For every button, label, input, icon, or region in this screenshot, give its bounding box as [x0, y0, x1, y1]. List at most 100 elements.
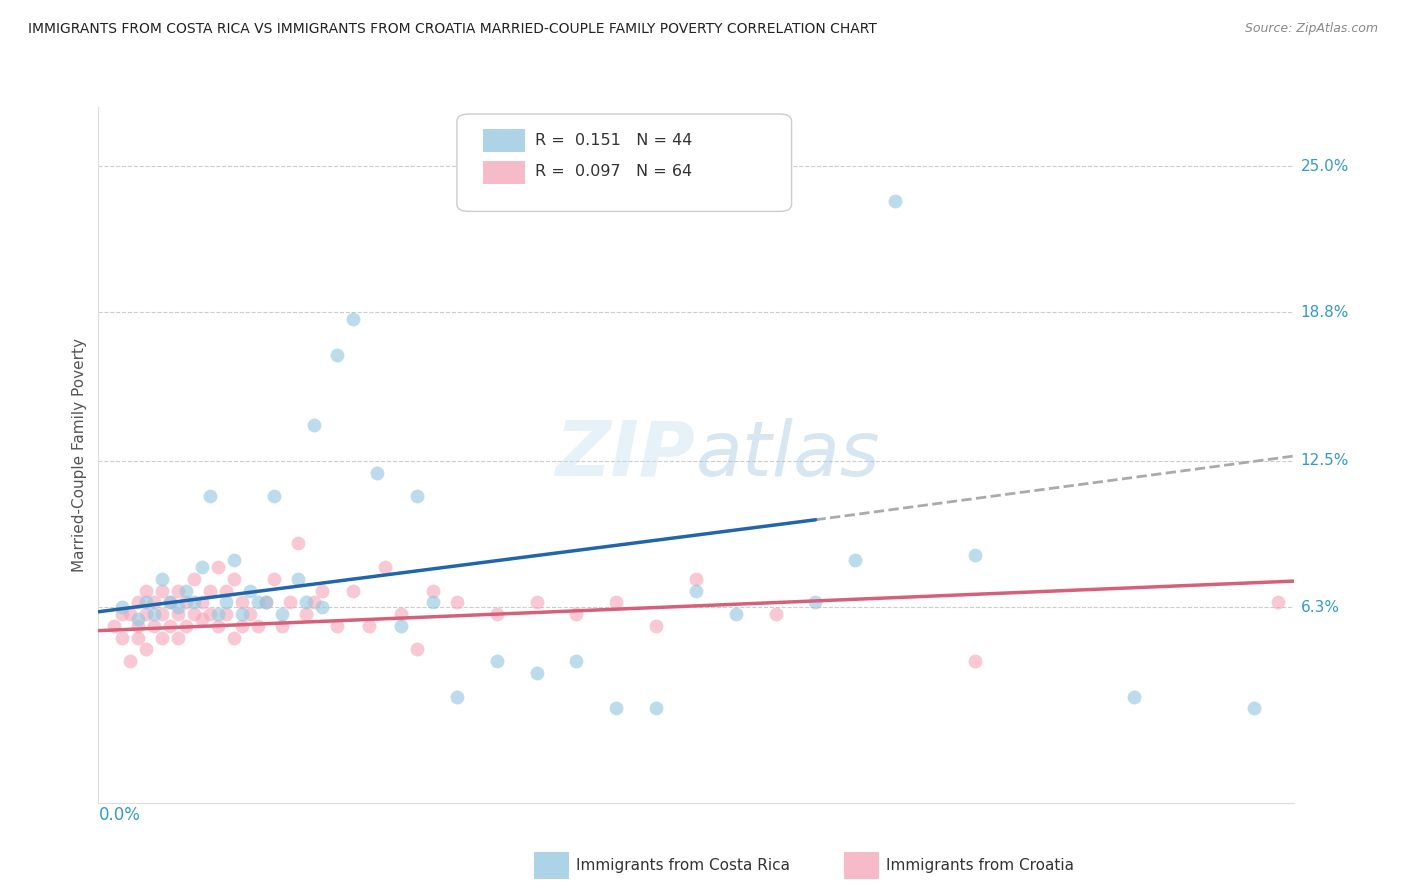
Point [215, 595, 238, 609]
Point [150, 583, 173, 598]
Point [422, 595, 444, 609]
Point [111, 600, 134, 615]
Point [159, 595, 181, 609]
Point [111, 607, 134, 621]
Point [804, 595, 827, 609]
Point [302, 595, 325, 609]
Text: 6.3%: 6.3% [1301, 599, 1340, 615]
Point [222, 553, 245, 567]
Point [1267, 595, 1289, 609]
Point [231, 595, 253, 609]
Point [287, 572, 309, 586]
Point [143, 619, 166, 633]
Point [605, 595, 627, 609]
Point [183, 572, 205, 586]
Point [406, 642, 429, 657]
Point [174, 595, 197, 609]
Y-axis label: Married-Couple Family Poverty: Married-Couple Family Poverty [72, 338, 87, 572]
Point [359, 619, 381, 633]
Point [685, 572, 707, 586]
Point [111, 631, 134, 645]
Point [765, 607, 787, 621]
Text: Immigrants from Costa Rica: Immigrants from Costa Rica [576, 858, 790, 872]
Point [278, 595, 301, 609]
Point [605, 701, 627, 715]
Point [263, 489, 285, 503]
Point [446, 595, 468, 609]
Point [685, 583, 707, 598]
Point [963, 548, 986, 562]
Point [167, 583, 190, 598]
Point [366, 466, 388, 480]
Point [222, 572, 245, 586]
Text: 12.5%: 12.5% [1301, 453, 1348, 468]
Point [326, 619, 349, 633]
Text: R =  0.151   N = 44: R = 0.151 N = 44 [534, 133, 692, 148]
Point [127, 631, 149, 645]
Point [302, 418, 325, 433]
Text: Immigrants from Croatia: Immigrants from Croatia [886, 858, 1074, 872]
Point [294, 607, 316, 621]
Point [884, 194, 907, 209]
Point [135, 583, 157, 598]
Point [174, 583, 197, 598]
Point [120, 654, 142, 668]
Point [135, 607, 157, 621]
Point [127, 619, 149, 633]
Point [254, 595, 277, 609]
Point [239, 583, 262, 598]
Point [406, 489, 429, 503]
Point [150, 572, 173, 586]
Point [342, 583, 364, 598]
Point [446, 690, 468, 704]
Point [246, 619, 269, 633]
Text: 18.8%: 18.8% [1301, 305, 1348, 319]
Point [127, 595, 149, 609]
FancyBboxPatch shape [484, 161, 524, 184]
Point [143, 595, 166, 609]
Point [103, 619, 125, 633]
FancyBboxPatch shape [484, 129, 524, 153]
Point [231, 607, 253, 621]
FancyBboxPatch shape [457, 114, 792, 211]
Point [222, 631, 245, 645]
Point [135, 642, 157, 657]
Text: 25.0%: 25.0% [1301, 159, 1348, 174]
Point [167, 600, 190, 615]
Point [526, 666, 548, 681]
Point [207, 560, 229, 574]
Text: 0.0%: 0.0% [98, 806, 141, 824]
Text: Source: ZipAtlas.com: Source: ZipAtlas.com [1244, 22, 1378, 36]
Point [246, 595, 269, 609]
Point [159, 595, 181, 609]
Point [198, 607, 221, 621]
Point [374, 560, 396, 574]
Point [215, 607, 238, 621]
Point [150, 607, 173, 621]
Point [263, 572, 285, 586]
Point [294, 595, 316, 609]
Point [207, 607, 229, 621]
Point [270, 607, 292, 621]
Point [311, 583, 333, 598]
Text: R =  0.097   N = 64: R = 0.097 N = 64 [534, 164, 692, 179]
Point [183, 607, 205, 621]
Point [724, 607, 747, 621]
Point [645, 619, 668, 633]
Point [167, 631, 190, 645]
Point [150, 631, 173, 645]
Point [254, 595, 277, 609]
Point [231, 619, 253, 633]
Point [183, 595, 205, 609]
Point [120, 607, 142, 621]
Point [198, 489, 221, 503]
Point [1243, 701, 1265, 715]
Point [844, 553, 866, 567]
Point [167, 607, 190, 621]
Point [485, 654, 508, 668]
Point [485, 607, 508, 621]
Point [143, 607, 166, 621]
Point [191, 560, 214, 574]
Point [207, 619, 229, 633]
Point [963, 654, 986, 668]
